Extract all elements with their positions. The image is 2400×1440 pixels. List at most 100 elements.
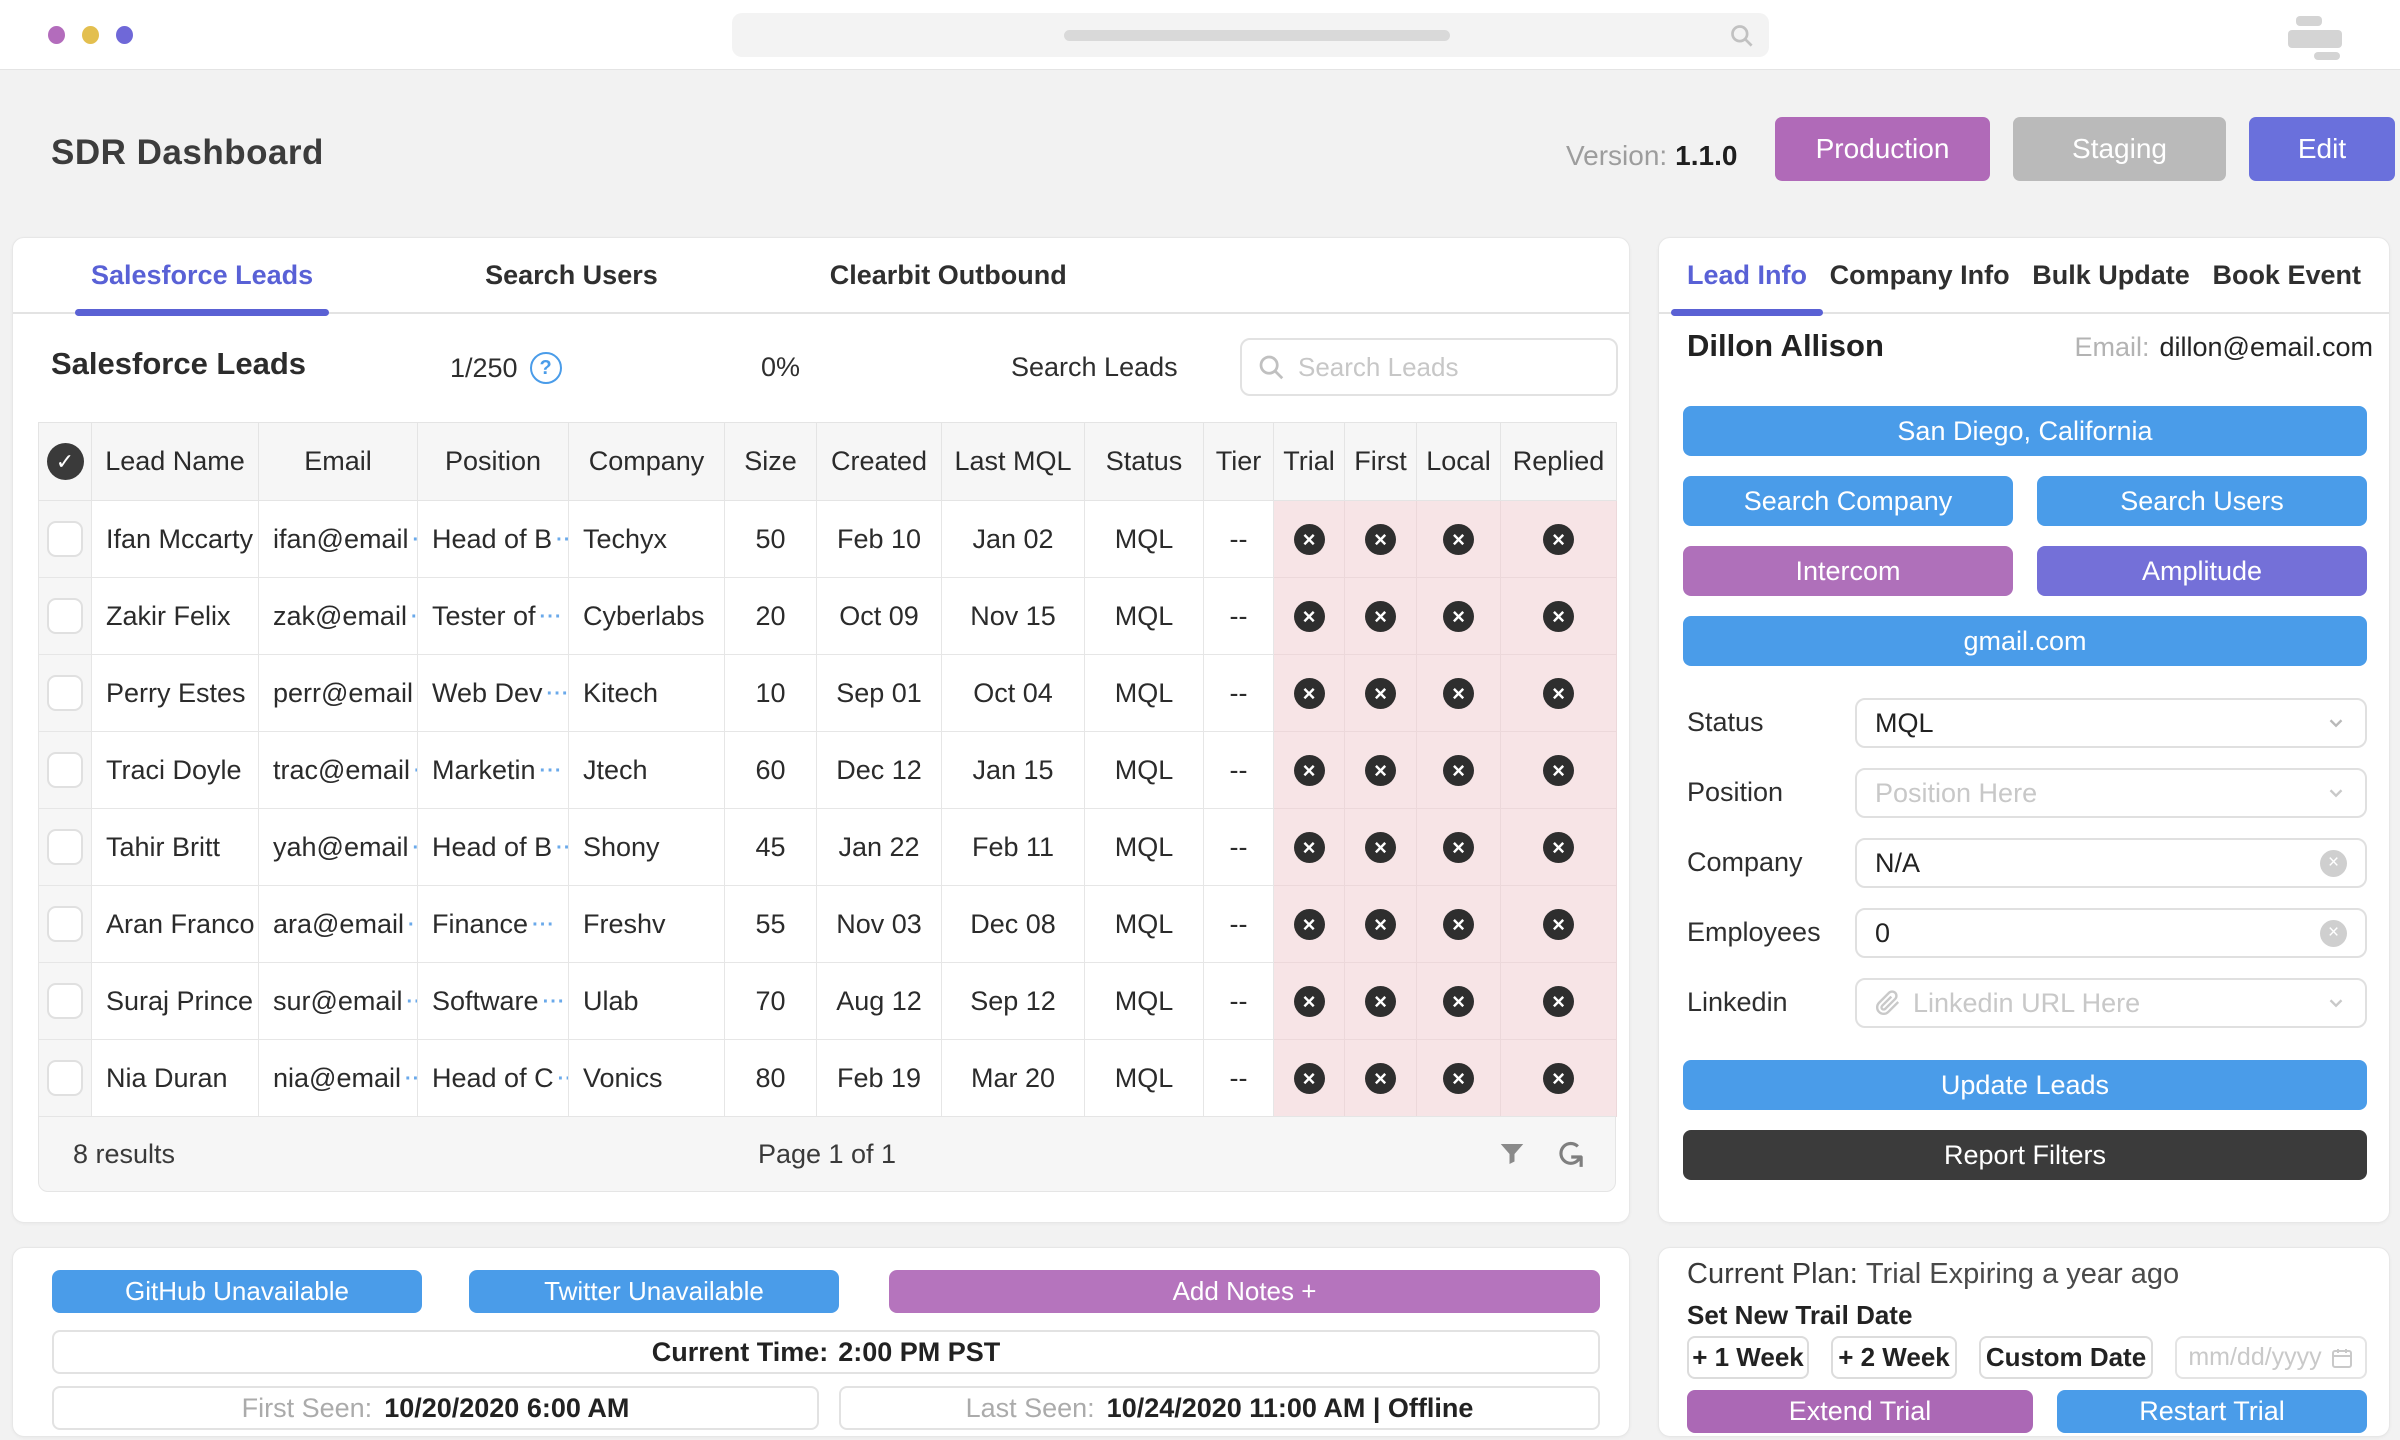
crossed-circle-icon[interactable]: × [1365, 524, 1396, 555]
crossed-circle-icon[interactable]: × [1365, 1063, 1396, 1094]
row-checkbox[interactable] [47, 829, 83, 865]
cell-position: Software··· [418, 963, 569, 1040]
plus-1-week-button[interactable]: + 1 Week [1687, 1336, 1809, 1379]
crossed-circle-icon[interactable]: × [1443, 755, 1474, 786]
row-checkbox[interactable] [47, 983, 83, 1019]
cell-flag: × [1417, 655, 1501, 732]
intercom-button[interactable]: Intercom [1683, 546, 2013, 596]
report-filters-button[interactable]: Report Filters [1683, 1130, 2367, 1180]
row-checkbox[interactable] [47, 1060, 83, 1096]
crossed-circle-icon[interactable]: × [1443, 1063, 1474, 1094]
amplitude-button[interactable]: Amplitude [2037, 546, 2367, 596]
status-select[interactable]: MQL [1855, 698, 2367, 748]
col-position: Position [418, 423, 569, 501]
tab-clearbit-outbound[interactable]: Clearbit Outbound [830, 238, 1067, 312]
add-notes-button[interactable]: Add Notes + [889, 1270, 1600, 1313]
cell-company: Vonics [569, 1040, 725, 1117]
crossed-circle-icon[interactable]: × [1294, 909, 1325, 940]
clear-icon[interactable]: × [2320, 920, 2347, 947]
cell-created: Jan 22 [817, 809, 942, 886]
row-checkbox[interactable] [47, 521, 83, 557]
search-users-button[interactable]: Search Users [2037, 476, 2367, 526]
cell-last-mql: Dec 08 [942, 886, 1085, 963]
cell-created: Oct 09 [817, 578, 942, 655]
crossed-circle-icon[interactable]: × [1443, 986, 1474, 1017]
production-button[interactable]: Production [1775, 117, 1990, 181]
cell-email: nia@email··· [259, 1040, 418, 1117]
crossed-circle-icon[interactable]: × [1365, 832, 1396, 863]
table-row: Perry Estesperr@email···Web Dev···Kitech… [39, 655, 1617, 732]
crossed-circle-icon[interactable]: × [1543, 832, 1574, 863]
select-all-checkbox[interactable]: ✓ [47, 443, 84, 480]
crossed-circle-icon[interactable]: × [1365, 755, 1396, 786]
row-checkbox[interactable] [47, 906, 83, 942]
crossed-circle-icon[interactable]: × [1294, 1063, 1325, 1094]
crossed-circle-icon[interactable]: × [1443, 524, 1474, 555]
tab-company-info[interactable]: Company Info [1830, 238, 2010, 312]
company-input[interactable]: N/A × [1855, 838, 2367, 888]
row-checkbox[interactable] [47, 675, 83, 711]
position-select[interactable]: Position Here [1855, 768, 2367, 818]
crossed-circle-icon[interactable]: × [1294, 755, 1325, 786]
linkedin-placeholder: Linkedin URL Here [1913, 988, 2313, 1019]
github-unavailable-button[interactable]: GitHub Unavailable [52, 1270, 422, 1313]
location-button[interactable]: San Diego, California [1683, 406, 2367, 456]
tab-bulk-update[interactable]: Bulk Update [2032, 238, 2190, 312]
crossed-circle-icon[interactable]: × [1543, 678, 1574, 709]
tab-salesforce-leads[interactable]: Salesforce Leads [91, 238, 313, 312]
filter-icon[interactable] [1497, 1139, 1527, 1169]
browser-menu-icon[interactable] [2288, 16, 2350, 58]
cell-company: Ulab [569, 963, 725, 1040]
crossed-circle-icon[interactable]: × [1543, 986, 1574, 1017]
plus-2-week-button[interactable]: + 2 Week [1831, 1336, 1957, 1379]
tab-book-event[interactable]: Book Event [2212, 238, 2361, 312]
employees-input[interactable]: 0 × [1855, 908, 2367, 958]
crossed-circle-icon[interactable]: × [1294, 678, 1325, 709]
current-time-label: Current Time: [652, 1337, 829, 1368]
table-row: Aran Francoara@email···Finance···Freshv5… [39, 886, 1617, 963]
help-icon[interactable]: ? [530, 352, 562, 384]
row-checkbox[interactable] [47, 598, 83, 634]
clear-icon[interactable]: × [2320, 850, 2347, 877]
crossed-circle-icon[interactable]: × [1543, 1063, 1574, 1094]
crossed-circle-icon[interactable]: × [1543, 909, 1574, 940]
twitter-unavailable-button[interactable]: Twitter Unavailable [469, 1270, 839, 1313]
gmail-button[interactable]: gmail.com [1683, 616, 2367, 666]
crossed-circle-icon[interactable]: × [1543, 755, 1574, 786]
crossed-circle-icon[interactable]: × [1294, 832, 1325, 863]
crossed-circle-icon[interactable]: × [1443, 832, 1474, 863]
crossed-circle-icon[interactable]: × [1443, 909, 1474, 940]
leads-quota: 1/250 ? [450, 352, 562, 384]
trial-date-input[interactable]: mm/dd/yyyy [2175, 1336, 2367, 1379]
staging-button[interactable]: Staging [2013, 117, 2226, 181]
crossed-circle-icon[interactable]: × [1294, 601, 1325, 632]
tab-lead-info[interactable]: Lead Info [1687, 238, 1807, 312]
restart-trial-button[interactable]: Restart Trial [2057, 1390, 2367, 1433]
crossed-circle-icon[interactable]: × [1443, 601, 1474, 632]
crossed-circle-icon[interactable]: × [1365, 986, 1396, 1017]
cell-flag: × [1417, 809, 1501, 886]
row-checkbox[interactable] [47, 752, 83, 788]
cell-status: MQL [1085, 578, 1204, 655]
crossed-circle-icon[interactable]: × [1294, 986, 1325, 1017]
tab-search-users[interactable]: Search Users [485, 238, 658, 312]
crossed-circle-icon[interactable]: × [1365, 909, 1396, 940]
address-bar[interactable] [732, 13, 1769, 57]
cell-tier: -- [1204, 809, 1274, 886]
leads-search-input[interactable] [1298, 352, 1602, 383]
crossed-circle-icon[interactable]: × [1543, 524, 1574, 555]
cell-position: Head of C··· [418, 1040, 569, 1117]
crossed-circle-icon[interactable]: × [1294, 524, 1325, 555]
crossed-circle-icon[interactable]: × [1543, 601, 1574, 632]
extend-trial-button[interactable]: Extend Trial [1687, 1390, 2033, 1433]
crossed-circle-icon[interactable]: × [1365, 678, 1396, 709]
crossed-circle-icon[interactable]: × [1443, 678, 1474, 709]
cell-company: Techyx [569, 501, 725, 578]
edit-button[interactable]: Edit [2249, 117, 2395, 181]
crossed-circle-icon[interactable]: × [1365, 601, 1396, 632]
search-company-button[interactable]: Search Company [1683, 476, 2013, 526]
custom-date-button[interactable]: Custom Date [1979, 1336, 2153, 1379]
linkedin-input[interactable]: Linkedin URL Here [1855, 978, 2367, 1028]
refresh-icon[interactable]: ↻ [1550, 1138, 1588, 1170]
update-leads-button[interactable]: Update Leads [1683, 1060, 2367, 1110]
